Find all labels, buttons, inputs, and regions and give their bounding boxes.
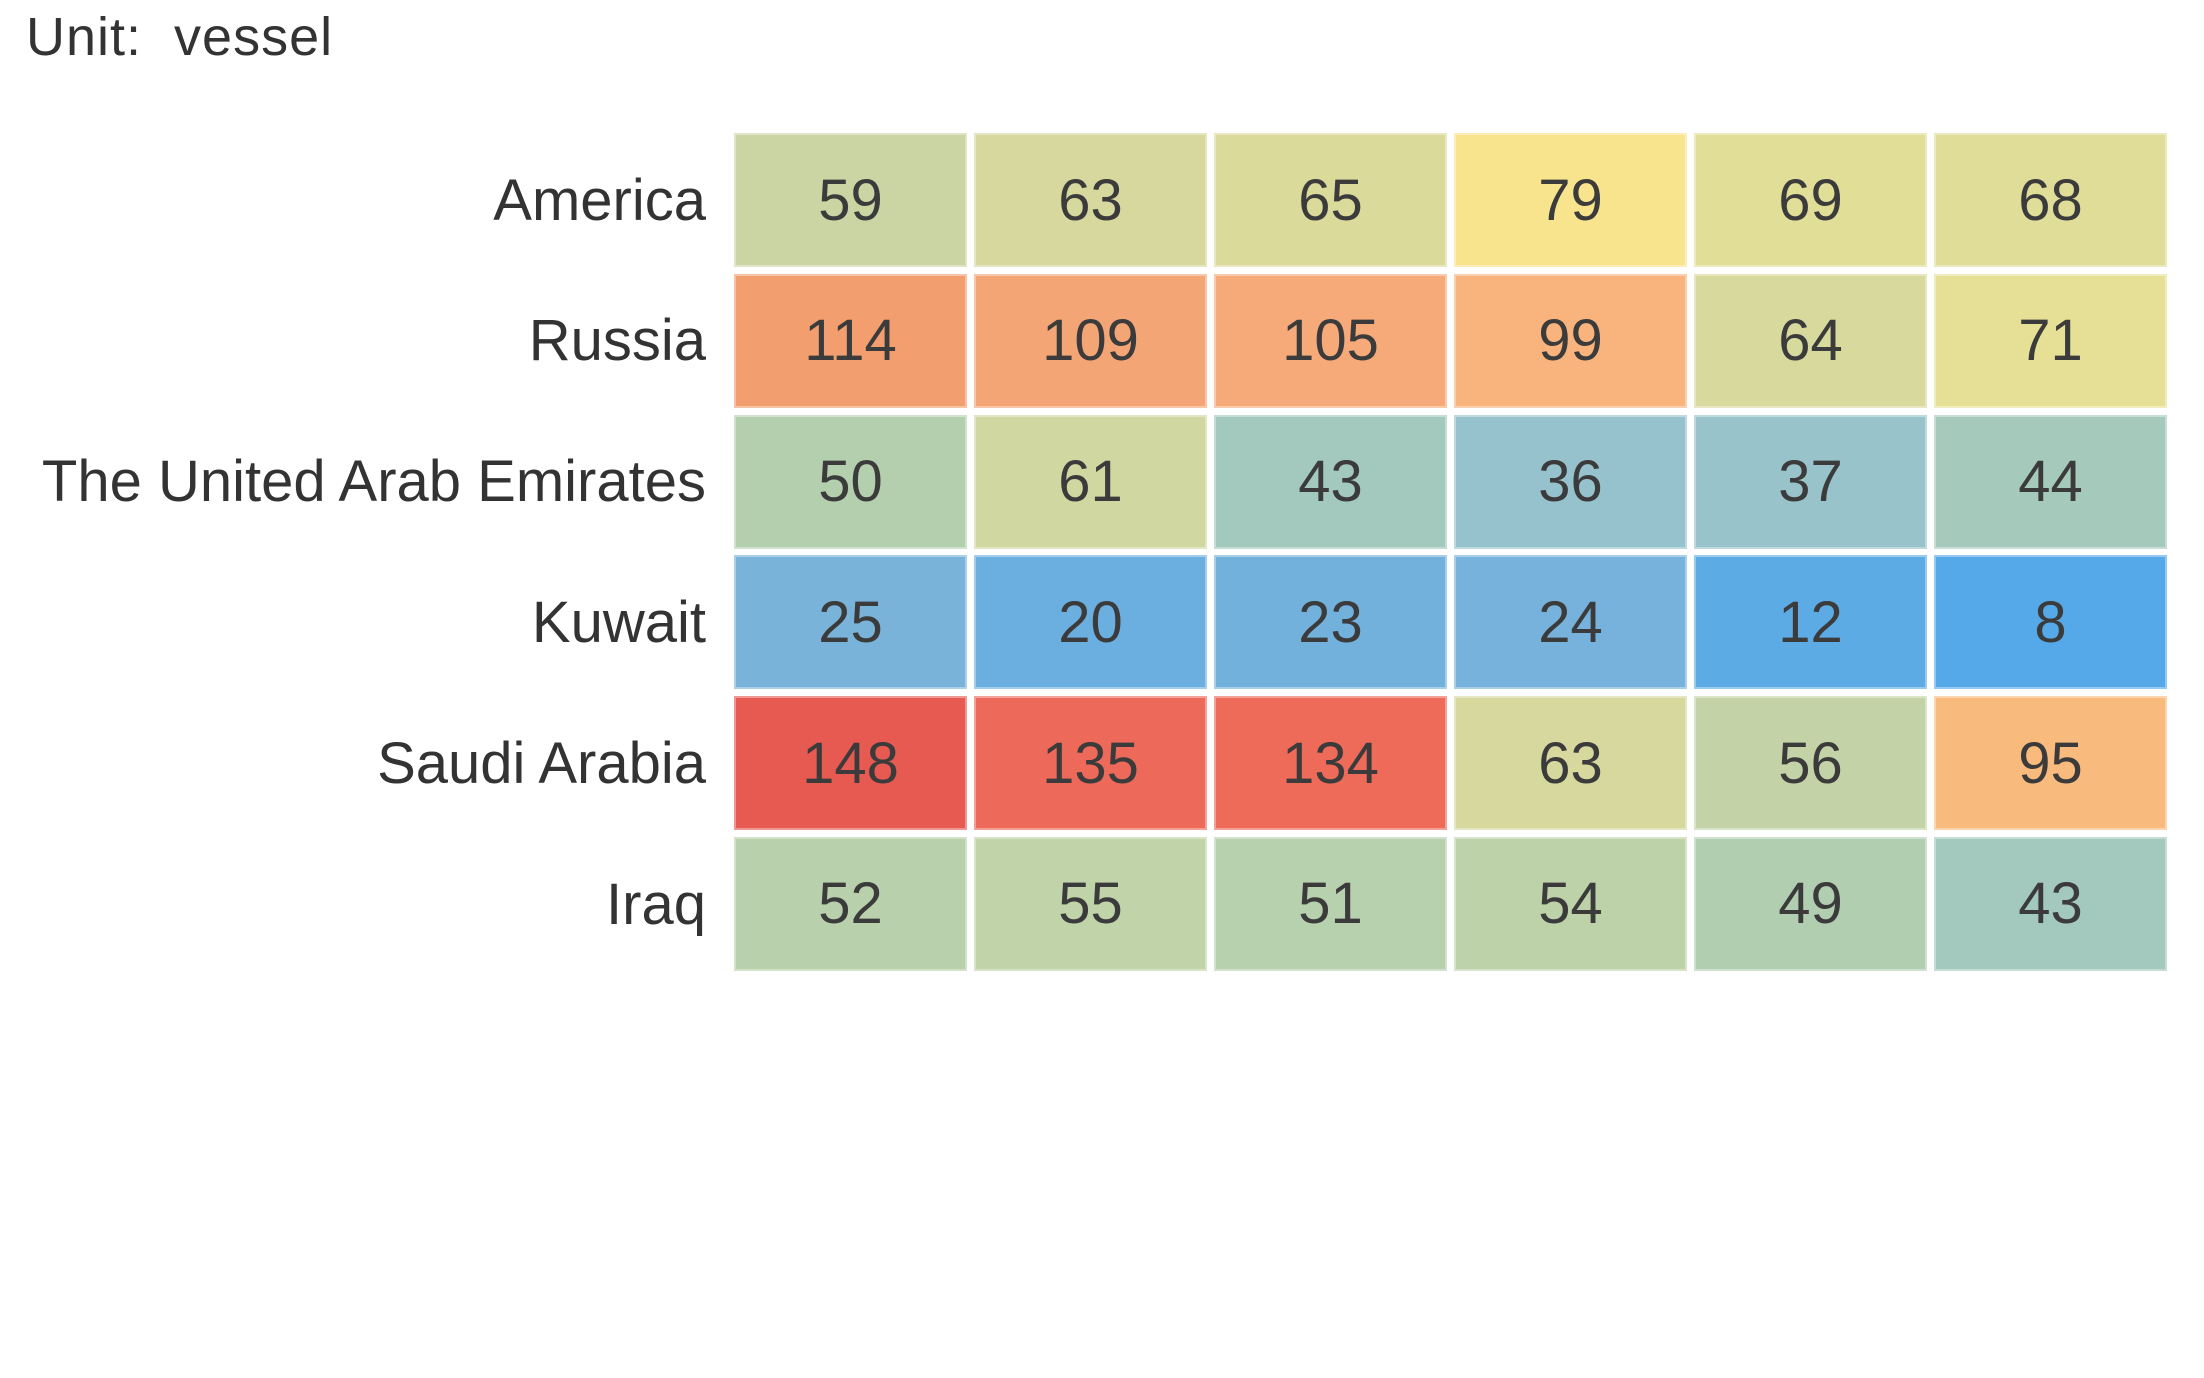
heatmap-cell: 37 [1694,414,1927,549]
heatmap-cell: 55 [974,836,1207,971]
heatmap-grid: 59 63 65 79 69 68 114 109 105 99 64 71 50 61 43 36 37 44 2… [734,133,2167,971]
heatmap-cell: 79 [1454,133,1687,267]
heatmap-cell: 25 [734,555,967,690]
heatmap-cell: 135 [974,696,1207,831]
heatmap-cell: 114 [734,273,967,408]
unit-label: Unit: vessel [26,7,334,67]
row-label: The United Arab Emirates [41,449,706,515]
heatmap-cell: 61 [974,414,1207,549]
heatmap-cell: 63 [1454,696,1687,831]
heatmap-cell: 43 [1934,836,2167,971]
row-label: Russia [528,308,706,374]
heatmap-cell: 8 [1934,555,2167,690]
heatmap-cell: 99 [1454,273,1687,408]
heatmap-cell: 71 [1934,273,2167,408]
heatmap-cell: 134 [1214,696,1447,831]
heatmap-cell: 20 [974,555,1207,690]
heatmap-cell: 65 [1214,133,1447,267]
heatmap-cell: 49 [1694,836,1927,971]
row-label: America [493,167,706,233]
heatmap-cell: 69 [1694,133,1927,267]
heatmap-cell: 23 [1214,555,1447,690]
heatmap-cell: 64 [1694,273,1927,408]
heatmap-cell: 56 [1694,696,1927,831]
heatmap-cell: 50 [734,414,967,549]
heatmap-cell: 54 [1454,836,1687,971]
heatmap-cell: 36 [1454,414,1687,549]
heatmap-cell: 105 [1214,273,1447,408]
heatmap-cell: 44 [1934,414,2167,549]
heatmap-cell: 59 [734,133,967,267]
heatmap-cell: 12 [1694,555,1927,690]
row-label: Saudi Arabia [377,730,706,796]
heatmap-cell: 63 [974,133,1207,267]
heatmap-cell: 24 [1454,555,1687,690]
heatmap-cell: 52 [734,836,967,971]
heatmap-cell: 148 [734,696,967,831]
row-label: Kuwait [531,589,706,655]
heatmap-cell: 109 [974,273,1207,408]
heatmap-cell: 51 [1214,836,1447,971]
heatmap-cell: 68 [1934,133,2167,267]
row-label: Iraq [606,871,706,937]
heatmap-cell: 95 [1934,696,2167,831]
heatmap-cell: 43 [1214,414,1447,549]
